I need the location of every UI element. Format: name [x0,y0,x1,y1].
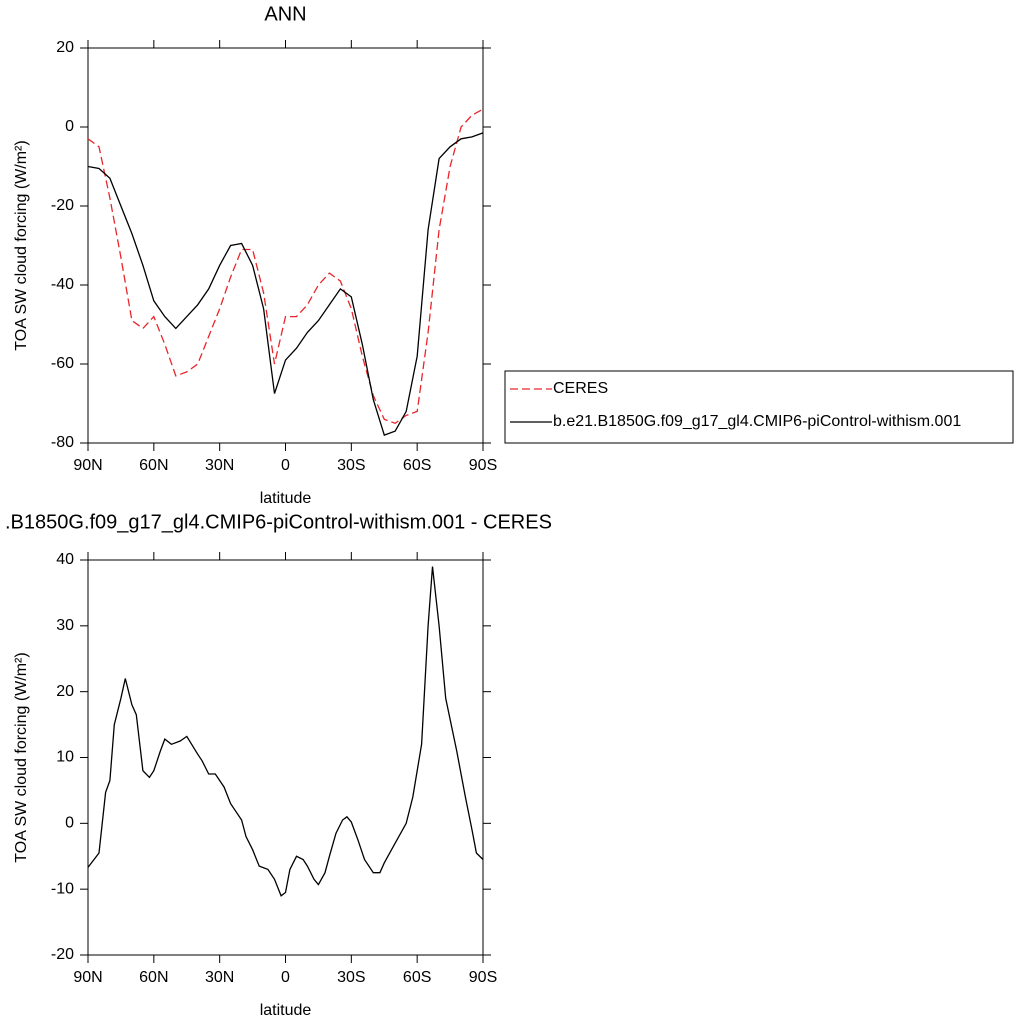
x-axis-label: latitude [260,1002,312,1019]
x-tick-label: 30S [337,969,365,986]
y-tick-label: 0 [65,815,74,832]
y-axis-label: TOA SW cloud forcing (W/m²) [13,652,30,862]
y-axis-label: TOA SW cloud forcing (W/m²) [13,140,30,350]
x-tick-label: 30S [337,457,365,474]
y-tick-label: -80 [51,434,74,451]
x-tick-label: 90N [73,969,102,986]
y-tick-label: 0 [65,118,74,135]
y-tick-label: -60 [51,355,74,372]
y-tick-label: 30 [56,617,74,634]
x-tick-label: 90N [73,457,102,474]
x-tick-label: 30N [205,457,234,474]
data-line [87,566,484,897]
x-tick-label: 90S [469,969,497,986]
y-tick-label: 40 [56,551,74,568]
legend-box [504,370,1014,444]
x-tick-label: 0 [281,969,290,986]
plot-frame [87,559,484,956]
x-tick-label: 30N [205,969,234,986]
x-tick-label: 60S [403,457,431,474]
y-tick-label: 10 [56,749,74,766]
plot-frame [87,47,484,444]
legend-label: b.e21.B1850G.f09_g17_gl4.CMIP6-piControl… [553,413,961,430]
x-tick-label: 60N [139,969,168,986]
data-line [87,108,484,425]
x-tick-label: 0 [281,457,290,474]
x-tick-label: 60N [139,457,168,474]
x-tick-label: 60S [403,969,431,986]
x-axis-label: latitude [260,490,312,507]
y-tick-label: -20 [51,197,74,214]
legend-label: CERES [553,380,608,397]
y-tick-label: 20 [56,39,74,56]
y-tick-label: -40 [51,276,74,293]
y-tick-label: 20 [56,683,74,700]
y-tick-label: -10 [51,880,74,897]
y-tick-label: -20 [51,946,74,963]
x-tick-label: 90S [469,457,497,474]
chart-title: .B1850G.f09_g17_gl4.CMIP6-piControl-with… [5,511,552,533]
data-line [87,132,484,436]
chart-title: ANN [264,3,306,25]
